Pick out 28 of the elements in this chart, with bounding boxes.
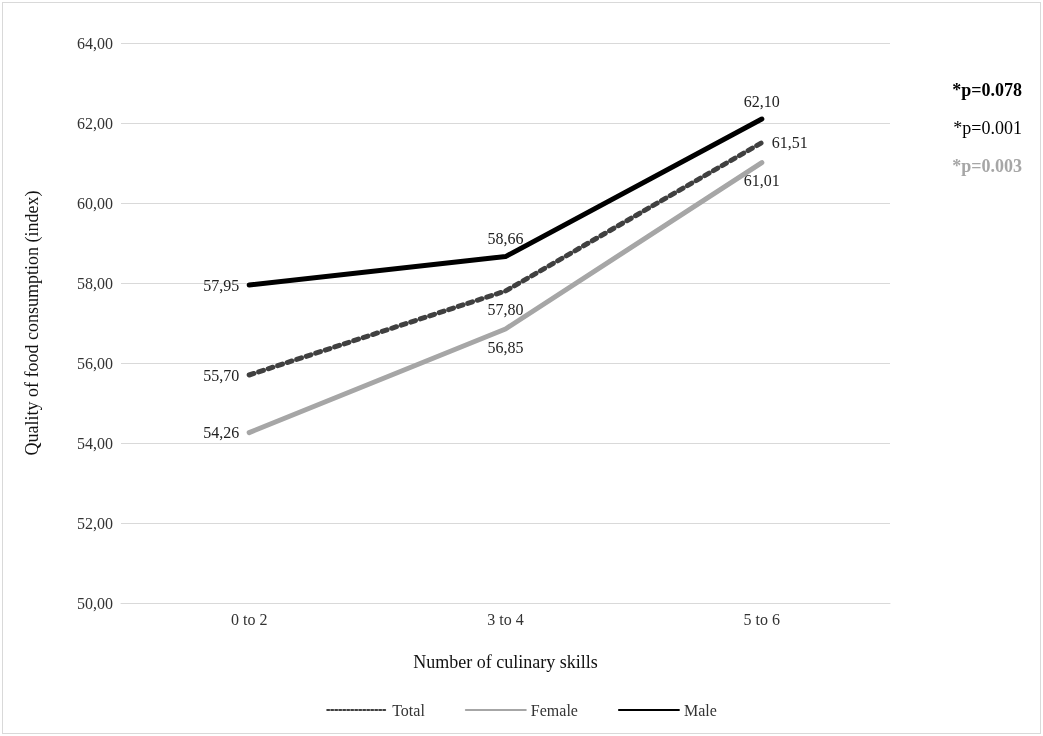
y-tick-label: 58,00 [77,274,113,292]
text: *p=0.003 [952,156,1023,176]
data-label: 56,85 [487,338,524,356]
y-tick-label: 62,00 [77,114,113,132]
x-tick-label: 3 to 4 [487,610,524,628]
data-label: 57,95 [203,276,240,294]
y-tick-label: 60,00 [77,194,113,212]
text: *p=0.078 [952,80,1023,100]
y-tick-label: 64,00 [77,34,113,52]
data-label: 58,66 [487,230,524,248]
data-label: 61,51 [771,134,808,152]
text: *p=0.001 [953,118,1022,138]
data-label: 62,10 [743,92,780,110]
y-axis-title: Quality of food consumption (index) [22,190,43,456]
legend-label: Total [392,701,426,719]
x-tick-label: 5 to 6 [743,610,781,628]
x-tick-label: 0 to 2 [230,610,268,628]
y-tick-label: 52,00 [77,514,113,532]
y-tick-label: 56,00 [77,354,113,372]
data-label: 55,70 [203,366,240,384]
data-label: 54,26 [203,424,240,442]
legend-label: Female [530,701,578,719]
x-axis-title: Number of culinary skills [413,652,598,672]
data-label: 61,01 [743,172,780,190]
y-tick-label: 54,00 [77,434,113,452]
legend-label: Male [683,701,717,719]
data-label: 57,80 [487,300,524,318]
y-tick-label: 50,00 [77,594,113,612]
